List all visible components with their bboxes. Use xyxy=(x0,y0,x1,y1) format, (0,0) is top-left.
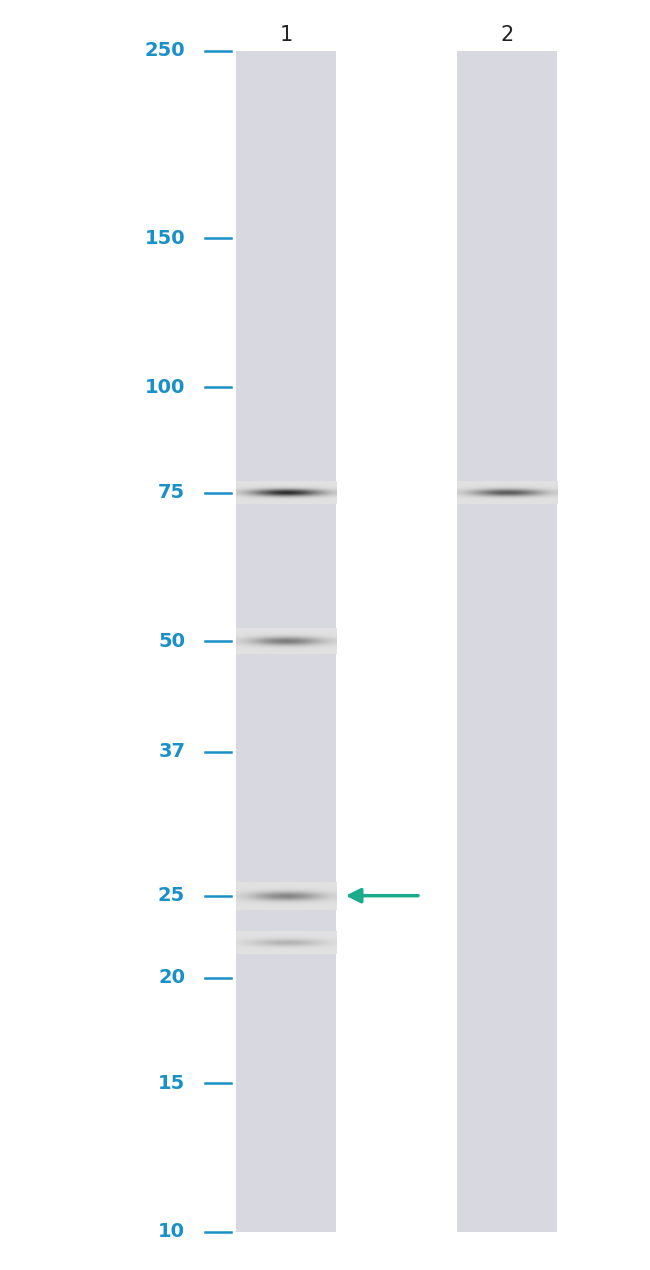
Text: 20: 20 xyxy=(158,968,185,987)
Text: 15: 15 xyxy=(158,1073,185,1092)
Text: 250: 250 xyxy=(144,42,185,60)
Text: 37: 37 xyxy=(158,743,185,761)
Text: 75: 75 xyxy=(158,483,185,502)
Text: 2: 2 xyxy=(500,25,514,46)
Text: 100: 100 xyxy=(145,377,185,396)
Text: 50: 50 xyxy=(158,632,185,650)
Text: 25: 25 xyxy=(158,886,185,906)
Text: 150: 150 xyxy=(144,229,185,248)
Text: 10: 10 xyxy=(158,1223,185,1241)
Bar xyxy=(235,51,337,1232)
Text: 1: 1 xyxy=(280,25,292,46)
Bar xyxy=(456,51,558,1232)
